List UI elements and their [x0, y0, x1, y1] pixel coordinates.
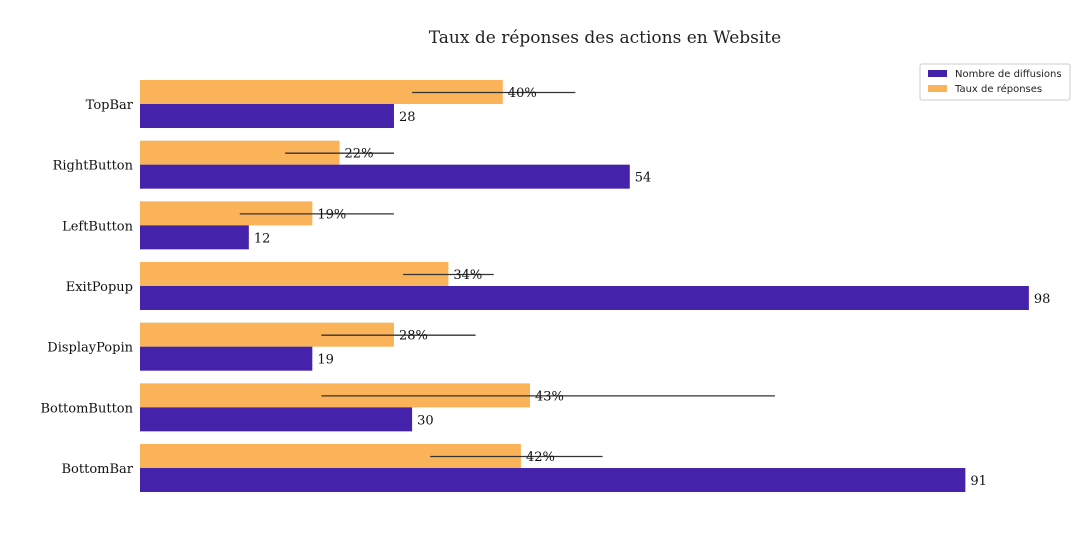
category-label-exitpopup: ExitPopup	[66, 280, 133, 295]
label-reponses-bottombutton: 43%	[535, 389, 564, 404]
bars-layer	[140, 80, 1029, 493]
legend-swatch-diffusions	[928, 70, 947, 77]
label-diffusions-leftbutton: 12	[254, 231, 271, 246]
label-reponses-topbar: 40%	[508, 86, 537, 101]
legend-label-diffusions: Nombre de diffusions	[955, 69, 1062, 80]
label-reponses-exitpopup: 34%	[453, 268, 482, 283]
label-diffusions-bottombutton: 30	[417, 413, 434, 428]
bar-diffusions-bottombar	[140, 468, 966, 493]
category-label-bottombar: BottomBar	[62, 462, 134, 477]
category-label-leftbutton: LeftButton	[62, 219, 134, 234]
category-label-bottombutton: BottomButton	[40, 401, 133, 416]
legend: Nombre de diffusions Taux de réponses	[919, 63, 1071, 101]
chart-title: Taux de réponses des actions en Website	[429, 28, 781, 48]
label-reponses-rightbutton: 22%	[345, 147, 374, 162]
category-label-displaypopin: DisplayPopin	[47, 341, 133, 356]
error-bars-layer	[239, 91, 775, 458]
label-diffusions-topbar: 28	[399, 110, 416, 125]
bar-diffusions-displaypopin	[140, 346, 313, 371]
legend-frame	[919, 63, 1071, 101]
label-diffusions-displaypopin: 19	[317, 353, 334, 368]
labels-layer: TopBar 40% 28 RightButton 22% 54 LeftButton 19%…	[40, 86, 1050, 489]
category-label-rightbutton: RightButton	[53, 159, 134, 174]
label-reponses-displaypopin: 28%	[399, 329, 428, 344]
bar-diffusions-topbar	[140, 104, 394, 128]
label-diffusions-bottombar: 91	[970, 474, 987, 489]
label-diffusions-rightbutton: 54	[635, 171, 652, 186]
bar-diffusions-exitpopup	[140, 286, 1029, 311]
label-reponses-bottombar: 42%	[526, 450, 555, 465]
bar-diffusions-rightbutton	[140, 164, 630, 189]
legend-swatch-reponses	[928, 85, 947, 92]
label-diffusions-exitpopup: 98	[1034, 292, 1051, 307]
category-label-topbar: TopBar	[86, 98, 134, 113]
bar-diffusions-leftbutton	[140, 225, 249, 250]
legend-label-reponses: Taux de réponses	[954, 83, 1042, 95]
bar-diffusions-bottombutton	[140, 407, 413, 432]
bar-reponses-exitpopup	[140, 262, 449, 287]
label-reponses-leftbutton: 19%	[317, 207, 346, 222]
